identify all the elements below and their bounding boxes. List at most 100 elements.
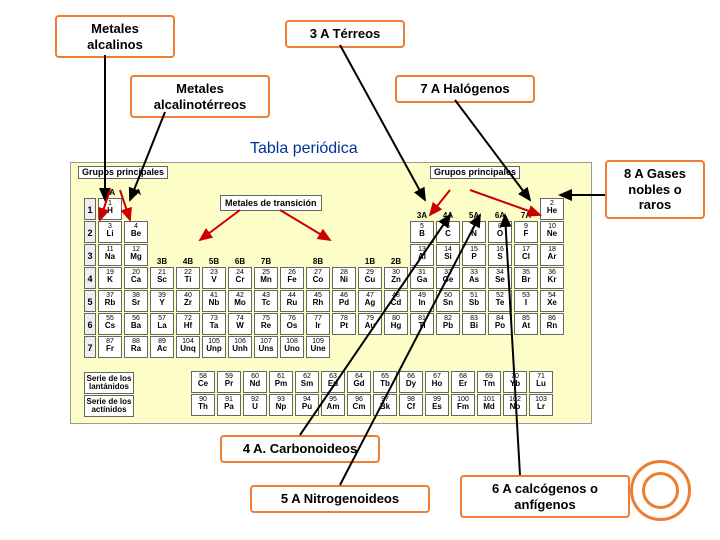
element-cell: 24Cr <box>228 267 252 289</box>
element-cell: 90Th <box>191 394 215 416</box>
element-cell: 6C <box>436 221 460 243</box>
element-cell: 10Ne <box>540 221 564 243</box>
element-cell: 64Gd <box>347 371 371 393</box>
pt-title: Tabla periódica <box>250 140 358 158</box>
element-cell: 48Cd <box>384 290 408 312</box>
col-head: 2A <box>124 188 148 197</box>
col-head: 3A <box>410 211 434 220</box>
element-cell: 9F <box>514 221 538 243</box>
element-cell: 89Ac <box>150 336 174 358</box>
element-cell: 23V <box>202 267 226 289</box>
element-cell: 39Y <box>150 290 174 312</box>
element-cell: 95Am <box>321 394 345 416</box>
label-carbonoideos: 4 A. Carbonoideos <box>220 435 380 463</box>
element-cell: 45Rh <box>306 290 330 312</box>
label-calcogenos: 6 A calcógenos o anfígenos <box>460 475 630 518</box>
actinidos-label: Serie de los actínidos <box>84 395 134 417</box>
element-cell: 109Une <box>306 336 330 358</box>
element-cell: 76Os <box>280 313 304 335</box>
element-cell: 43Tc <box>254 290 278 312</box>
element-cell: 1H <box>98 198 122 220</box>
element-cell: 106Unh <box>228 336 252 358</box>
element-cell: 26Fe <box>280 267 304 289</box>
element-cell: 108Uno <box>280 336 304 358</box>
element-cell: 86Rn <box>540 313 564 335</box>
element-cell: 101Md <box>477 394 501 416</box>
row-head: 2 <box>84 221 96 243</box>
element-cell: 42Mo <box>228 290 252 312</box>
grupos-right: Grupos principales <box>430 166 520 179</box>
transicion-label: Metales de transición <box>220 195 322 211</box>
col-head: 1A <box>98 188 122 197</box>
element-cell: 78Pt <box>332 313 356 335</box>
col-head: 6A <box>488 211 512 220</box>
element-cell: 70Yb <box>503 371 527 393</box>
element-cell: 97Bk <box>373 394 397 416</box>
element-cell: 79Au <box>358 313 382 335</box>
element-cell: 68Er <box>451 371 475 393</box>
element-cell: 44Ru <box>280 290 304 312</box>
element-cell: 50Sn <box>436 290 460 312</box>
element-cell: 73Ta <box>202 313 226 335</box>
element-cell: 63Eu <box>321 371 345 393</box>
element-cell: 5B <box>410 221 434 243</box>
col-head: 7A <box>514 211 538 220</box>
element-cell: 35Br <box>514 267 538 289</box>
element-cell: 62Sm <box>295 371 319 393</box>
element-cell: 4Be <box>124 221 148 243</box>
col-head: 5B <box>202 257 226 266</box>
element-cell: 60Nd <box>243 371 267 393</box>
element-cell: 53I <box>514 290 538 312</box>
label-gases8a: 8 A Gases nobles o raros <box>605 160 705 219</box>
element-cell: 82Pb <box>436 313 460 335</box>
element-cell: 28Ni <box>332 267 356 289</box>
element-cell: 37Rb <box>98 290 122 312</box>
element-cell: 84Po <box>488 313 512 335</box>
row-head: 1 <box>84 198 96 220</box>
element-cell: 21Sc <box>150 267 174 289</box>
row-head: 6 <box>84 313 96 335</box>
row-head: 5 <box>84 290 96 312</box>
col-head: 6B <box>228 257 252 266</box>
element-cell: 92U <box>243 394 267 416</box>
col-head: 4A <box>436 211 460 220</box>
element-cell: 71Lu <box>529 371 553 393</box>
element-cell: 93Np <box>269 394 293 416</box>
element-cell: 102No <box>503 394 527 416</box>
row-head: 3 <box>84 244 96 266</box>
element-cell: 61Pm <box>269 371 293 393</box>
element-cell: 75Re <box>254 313 278 335</box>
element-cell: 15P <box>462 244 486 266</box>
element-cell: 94Pu <box>295 394 319 416</box>
element-cell: 12Mg <box>124 244 148 266</box>
col-head: 4B <box>176 257 200 266</box>
element-cell: 2He <box>540 198 564 220</box>
element-cell: 13Al <box>410 244 434 266</box>
element-cell: 77Ir <box>306 313 330 335</box>
element-cell: 54Xe <box>540 290 564 312</box>
element-cell: 98Cf <box>399 394 423 416</box>
label-alcalinos: Metales alcalinos <box>55 15 175 58</box>
col-head: 3B <box>150 257 174 266</box>
element-cell: 31Ga <box>410 267 434 289</box>
element-cell: 88Ra <box>124 336 148 358</box>
deco-circle-inner <box>642 472 679 509</box>
element-cell: 87Fr <box>98 336 122 358</box>
element-cell: 58Ce <box>191 371 215 393</box>
element-cell: 18Ar <box>540 244 564 266</box>
element-cell: 52Te <box>488 290 512 312</box>
label-halogenos: 7 A Halógenos <box>395 75 535 103</box>
element-cell: 65Tb <box>373 371 397 393</box>
element-cell: 40Zr <box>176 290 200 312</box>
row-head: 7 <box>84 336 96 358</box>
element-cell: 59Pr <box>217 371 241 393</box>
element-cell: 51Sb <box>462 290 486 312</box>
element-cell: 38Sr <box>124 290 148 312</box>
element-cell: 72Hf <box>176 313 200 335</box>
element-cell: 30Zn <box>384 267 408 289</box>
element-cell: 27Co <box>306 267 330 289</box>
label-nitrogenoideos: 5 A Nitrogenoideos <box>250 485 430 513</box>
element-cell: 81Tl <box>410 313 434 335</box>
element-cell: 33As <box>462 267 486 289</box>
element-cell: 96Cm <box>347 394 371 416</box>
